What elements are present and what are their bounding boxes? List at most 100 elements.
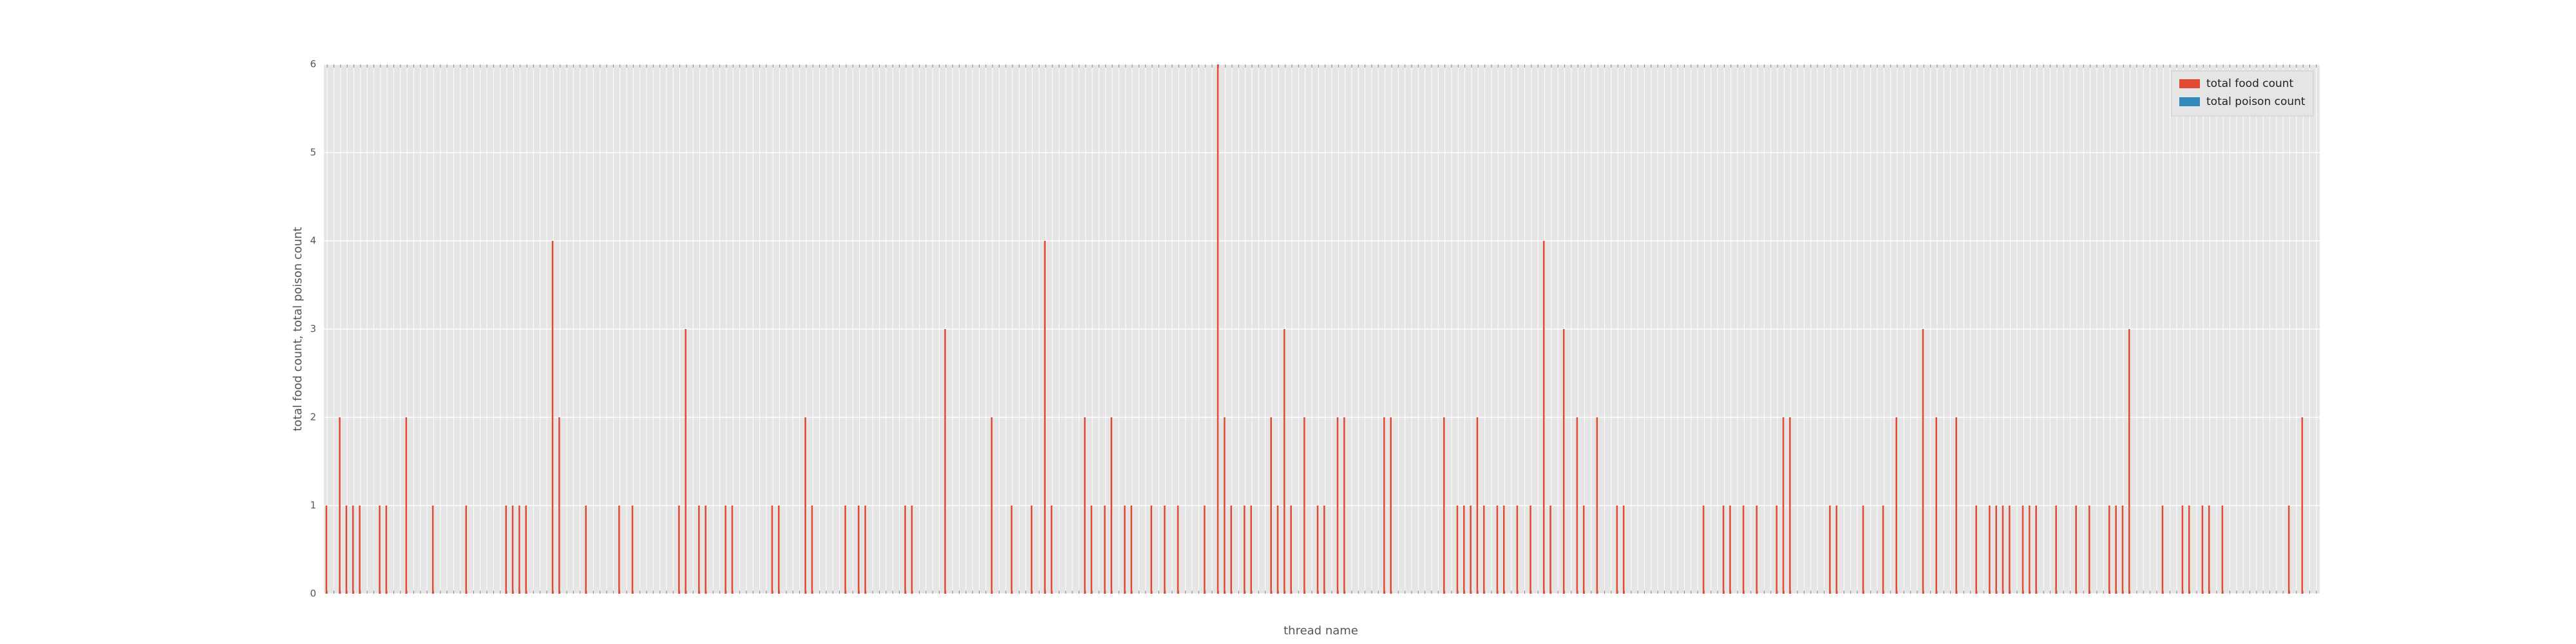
bar xyxy=(1270,417,1273,594)
bar xyxy=(1050,506,1053,594)
bar xyxy=(345,506,348,594)
bar xyxy=(1090,506,1093,594)
legend-label: total food count xyxy=(2206,77,2294,90)
bar xyxy=(1250,506,1253,594)
bar xyxy=(724,506,726,594)
bar xyxy=(1217,64,1219,594)
bar xyxy=(1463,506,1465,594)
bar xyxy=(1224,417,1226,594)
bar xyxy=(2301,417,2304,594)
bar xyxy=(1316,506,1319,594)
bar xyxy=(778,506,780,594)
bar xyxy=(1975,506,1978,594)
y-tick-label: 2 xyxy=(310,412,316,423)
legend-label: total poison count xyxy=(2206,95,2306,108)
bar xyxy=(352,506,354,594)
bar xyxy=(1582,506,1585,594)
x-axis-label: thread name xyxy=(1283,624,1358,638)
bar xyxy=(1044,241,1046,594)
bar xyxy=(325,506,328,594)
bar xyxy=(339,417,341,594)
bar xyxy=(2128,329,2130,594)
legend-swatch xyxy=(2179,79,2200,88)
bar xyxy=(618,506,620,594)
bar xyxy=(1343,417,1345,594)
bar xyxy=(1616,506,1618,594)
bar xyxy=(1829,506,1831,594)
bar xyxy=(1562,329,1565,594)
bar xyxy=(1576,417,1578,594)
bar xyxy=(1303,417,1305,594)
bar xyxy=(1177,506,1179,594)
bar xyxy=(2181,506,2184,594)
bar xyxy=(525,506,527,594)
bar xyxy=(1756,506,1758,594)
y-tick-label: 3 xyxy=(310,323,316,335)
y-tick-label: 5 xyxy=(310,147,316,158)
bar xyxy=(1989,506,1991,594)
bar xyxy=(864,506,866,594)
bar xyxy=(1164,506,1166,594)
bar xyxy=(1789,417,1791,594)
bar xyxy=(1835,506,1838,594)
bar xyxy=(1230,506,1233,594)
bar xyxy=(1862,506,1864,594)
bar xyxy=(1290,506,1293,594)
legend-box xyxy=(2171,70,2314,117)
bar xyxy=(685,329,687,594)
bar xyxy=(2075,506,2077,594)
bar xyxy=(2002,506,2004,594)
bar xyxy=(911,506,913,594)
bar xyxy=(857,506,860,594)
y-tick-label: 4 xyxy=(310,235,316,247)
bar xyxy=(1283,329,1285,594)
bar xyxy=(1622,506,1625,594)
bar xyxy=(731,506,734,594)
y-tick-label: 1 xyxy=(310,500,316,511)
bar xyxy=(2121,506,2124,594)
bar xyxy=(705,506,706,594)
bar xyxy=(1742,506,1745,594)
bar xyxy=(1702,506,1705,594)
bar xyxy=(405,417,408,594)
bar xyxy=(844,506,846,594)
legend-swatch xyxy=(2179,97,2200,106)
bar xyxy=(2115,506,2117,594)
bar xyxy=(385,506,388,594)
y-axis-label: total food count, total poison count xyxy=(291,227,305,431)
bar xyxy=(1150,506,1153,594)
bar xyxy=(2055,506,2057,594)
bar xyxy=(1336,417,1339,594)
bar xyxy=(698,506,700,594)
bar xyxy=(2201,506,2204,594)
bar xyxy=(1729,506,1731,594)
bar xyxy=(1010,506,1013,594)
bar xyxy=(1390,417,1392,594)
bar xyxy=(1483,506,1485,594)
bar xyxy=(1776,506,1778,594)
bar xyxy=(2022,506,2024,594)
bar xyxy=(904,506,906,594)
bar xyxy=(771,506,773,594)
bar xyxy=(2029,506,2031,594)
bar xyxy=(804,417,806,594)
y-tick-label: 6 xyxy=(310,59,316,70)
bar xyxy=(2161,506,2164,594)
bar xyxy=(944,329,946,594)
bar xyxy=(1496,506,1499,594)
bar xyxy=(1549,506,1551,594)
bar xyxy=(551,241,554,594)
bar xyxy=(1722,506,1725,594)
y-tick-label: 0 xyxy=(310,588,316,600)
bar xyxy=(2088,506,2090,594)
bar xyxy=(678,506,680,594)
bar xyxy=(811,506,813,594)
bar xyxy=(1124,506,1126,594)
bar xyxy=(511,506,514,594)
bar xyxy=(558,417,560,594)
bar xyxy=(1130,506,1133,594)
bar xyxy=(2188,506,2190,594)
bar xyxy=(2108,506,2110,594)
bar xyxy=(2009,506,2011,594)
bar xyxy=(1443,417,1445,594)
